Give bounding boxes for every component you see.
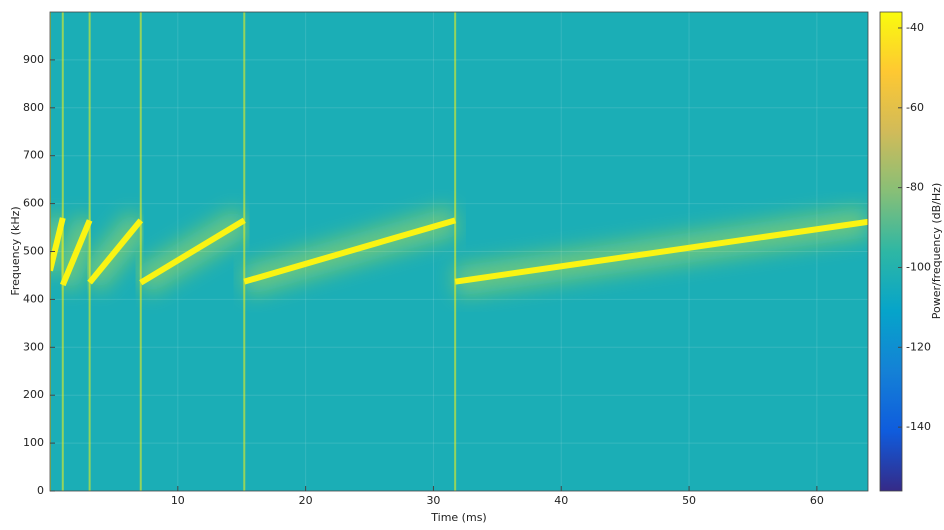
y-tick-label: 100 <box>23 436 44 449</box>
y-axis-label: Frequency (kHz) <box>9 206 22 295</box>
x-tick-label: 60 <box>810 494 824 507</box>
x-tick-label: 20 <box>299 494 313 507</box>
y-tick-label: 700 <box>23 149 44 162</box>
chirp <box>87 218 144 285</box>
x-tick-label: 10 <box>171 494 185 507</box>
y-tick-label: 500 <box>23 245 44 258</box>
colorbar-tick-label: -60 <box>906 101 924 114</box>
y-tick-label: 0 <box>37 484 44 497</box>
colorbar <box>879 11 903 492</box>
chirp <box>60 219 93 287</box>
colorbar-tick-label: -40 <box>906 21 924 34</box>
x-tick-label: 40 <box>554 494 568 507</box>
colorbar-label: Power/frequency (dB/Hz) <box>930 183 943 320</box>
colorbar-tick-label: -120 <box>906 340 931 353</box>
colorbar-tick-label: -80 <box>906 181 924 194</box>
y-tick-label: 800 <box>23 101 44 114</box>
chirp <box>454 218 868 285</box>
colorbar-tick-label: -140 <box>906 420 931 433</box>
y-tick-label: 400 <box>23 292 44 305</box>
colorbar-tick-label: -100 <box>906 260 931 273</box>
chirp <box>243 217 457 285</box>
y-tick-label: 300 <box>23 340 44 353</box>
plot-area <box>50 12 868 491</box>
chirp <box>50 217 66 272</box>
y-tick-label: 600 <box>23 197 44 210</box>
x-axis-label: Time (ms) <box>430 511 486 524</box>
x-tick-label: 50 <box>682 494 696 507</box>
y-tick-label: 200 <box>23 388 44 401</box>
x-tick-label: 30 <box>426 494 440 507</box>
chirp <box>139 217 246 286</box>
y-tick-label: 900 <box>23 53 44 66</box>
